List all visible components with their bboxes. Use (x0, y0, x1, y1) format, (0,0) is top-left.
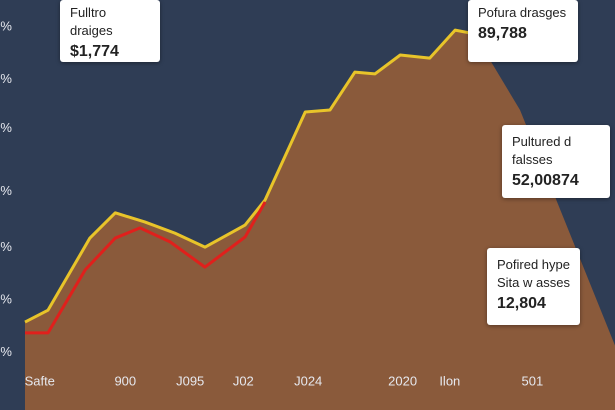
x-tick-label: 2020 (388, 373, 417, 388)
callout: Pofired hype Sita w asses 12,804 (487, 248, 580, 325)
y-tick-label: 0% (0, 120, 12, 135)
x-tick-label: Safte (25, 373, 55, 388)
callout-value: $1,774 (70, 43, 119, 60)
callout-label: Pofired hype (497, 257, 570, 272)
x-tick-label: J095 (176, 373, 204, 388)
y-tick-label: 0% (0, 18, 12, 33)
callout-value: 89,788 (478, 25, 527, 42)
callout-label: Sita w asses (497, 275, 570, 290)
y-tick-label: 0% (0, 344, 12, 359)
callout-label: Pofura drasges (478, 5, 567, 20)
x-tick-label: J02 (233, 373, 254, 388)
y-tick-label: 0% (0, 71, 12, 86)
callout-value: 52,00874 (512, 172, 579, 189)
callout: Pultured d falsses 52,00874 (502, 125, 610, 198)
x-tick-label: J024 (294, 373, 322, 388)
callout-label: Pultured d falsses (512, 134, 572, 167)
callout-label: Fulltro draiges (70, 5, 113, 38)
x-tick-label: 501 (522, 373, 544, 388)
y-tick-label: 0% (0, 183, 12, 198)
callout: Pofura drasges 89,788 (468, 0, 578, 62)
x-tick-label: Ilon (439, 373, 460, 388)
area (25, 30, 615, 410)
line (24, 28, 492, 324)
x-tick-label: 900 (114, 373, 136, 388)
y-tick-label: 0% (0, 291, 12, 306)
y-tick-label: 0% (0, 239, 12, 254)
callout: Fulltro draiges $1,774 (60, 0, 160, 62)
callout-value: 12,804 (497, 295, 546, 312)
line (25, 201, 267, 335)
